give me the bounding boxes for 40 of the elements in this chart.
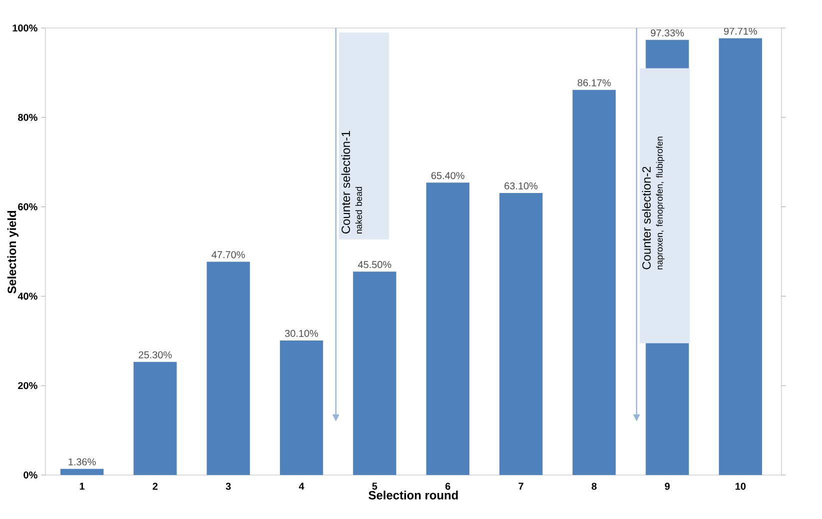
x-tick-label: 6 <box>445 482 450 490</box>
bar <box>134 362 177 475</box>
data-label: 47.70% <box>212 251 245 258</box>
y-axis-title: Selection yield <box>7 210 18 294</box>
y-tick-label: 40% <box>18 292 38 300</box>
y-tick-label: 80% <box>18 114 38 121</box>
x-tick-label: 10 <box>736 482 746 490</box>
annotation: naked bead <box>355 186 362 234</box>
x-tick-label: 5 <box>372 482 378 490</box>
bar <box>280 340 324 475</box>
bar <box>206 262 250 475</box>
bar <box>718 38 762 475</box>
x-tick-label: 8 <box>592 482 597 490</box>
x-tick-label: 9 <box>664 482 670 490</box>
x-tick-label: 3 <box>226 482 231 490</box>
bar <box>353 272 396 475</box>
bar <box>499 192 543 475</box>
bar <box>572 90 616 475</box>
y-tick-label: 20% <box>18 382 38 390</box>
y-tick-label: 0% <box>24 471 38 479</box>
x-tick-label: 2 <box>152 482 158 490</box>
data-label: 30.10% <box>284 330 318 337</box>
data-label: 65.40% <box>431 172 464 180</box>
x-tick-label: 7 <box>518 482 524 490</box>
data-label: 86.17% <box>578 79 611 86</box>
x-tick-label: 4 <box>298 482 304 490</box>
bar <box>426 182 470 475</box>
annotation: Counter selection-2 <box>642 166 651 270</box>
y-tick-label: 60% <box>18 203 38 210</box>
data-label: 63.10% <box>504 182 538 190</box>
data-label: 45.50% <box>358 261 392 268</box>
data-label: 97.33% <box>650 29 684 36</box>
data-label: 1.36% <box>68 458 96 466</box>
y-tick-label: 100% <box>12 24 38 32</box>
x-tick-label: 1 <box>80 482 84 490</box>
annotation: naproxen, fenoprofen, flubiprofen <box>656 136 664 270</box>
x-axis-title: Selection round <box>368 490 458 500</box>
annotation: Counter selection-1 <box>341 131 350 234</box>
data-label: 25.30% <box>138 351 172 358</box>
bar <box>60 468 104 475</box>
